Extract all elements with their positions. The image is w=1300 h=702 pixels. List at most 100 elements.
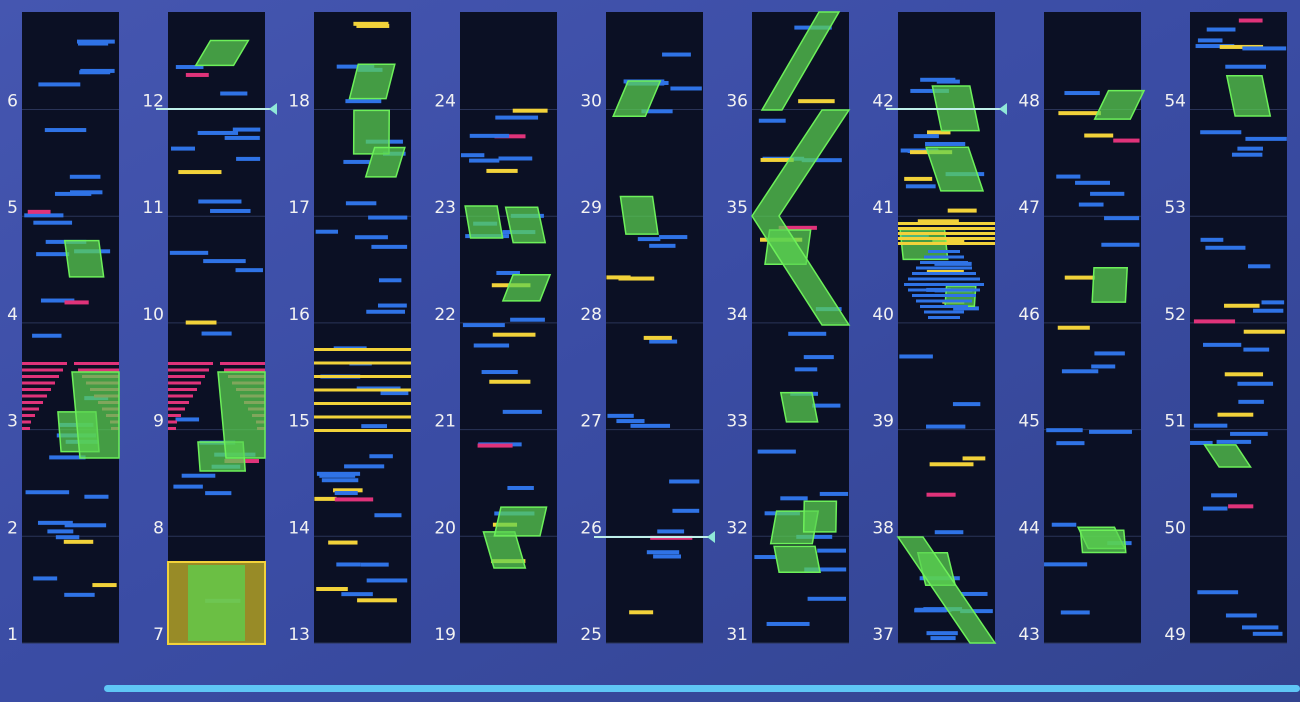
measure-number: 14 (288, 518, 310, 538)
note (962, 456, 986, 461)
note (22, 401, 43, 404)
note (670, 86, 702, 91)
hold-note (1091, 267, 1129, 303)
note (77, 39, 115, 44)
hold-note (464, 205, 504, 239)
note (74, 362, 119, 365)
note (616, 419, 645, 424)
note (908, 288, 980, 292)
measure-number: 15 (288, 412, 310, 432)
note (649, 339, 678, 344)
note (168, 388, 197, 391)
note (220, 91, 248, 96)
note (63, 539, 94, 544)
note (343, 159, 370, 164)
hold-note (896, 536, 997, 644)
note (947, 208, 977, 213)
note (353, 21, 389, 26)
note (912, 272, 976, 275)
measure-number: 38 (872, 518, 894, 538)
note (33, 576, 58, 581)
note (1200, 237, 1224, 242)
measure-number: 29 (580, 198, 602, 218)
note (44, 128, 87, 133)
note (22, 388, 51, 391)
note (1205, 245, 1246, 250)
note (36, 252, 70, 257)
note (1224, 372, 1264, 377)
note (917, 219, 959, 224)
note (168, 414, 181, 417)
note (64, 592, 95, 597)
note (54, 191, 92, 196)
note (462, 323, 505, 328)
note (930, 636, 956, 641)
note (168, 407, 185, 411)
note (1094, 351, 1125, 356)
measure-number: 35 (726, 198, 748, 218)
note (807, 596, 847, 601)
note (899, 354, 933, 359)
note (910, 88, 949, 93)
note (473, 343, 510, 348)
note (1238, 18, 1263, 23)
measure-number: 54 (1164, 92, 1186, 112)
measure-number: 23 (434, 198, 456, 218)
note (1225, 64, 1267, 69)
note (185, 72, 209, 77)
note (168, 375, 205, 378)
note (812, 403, 841, 408)
note (314, 388, 411, 392)
note (377, 303, 407, 308)
note (492, 332, 536, 337)
measure-number: 32 (726, 518, 748, 538)
note (926, 130, 951, 135)
measure-number: 30 (580, 92, 602, 112)
note (1044, 562, 1088, 567)
note (171, 146, 195, 151)
note (916, 266, 972, 270)
note (360, 562, 389, 567)
note (512, 108, 548, 113)
column: 13 14 15 16 17 18 (288, 12, 411, 645)
note (641, 109, 673, 114)
note (22, 414, 35, 417)
note (345, 99, 382, 104)
hold-note (217, 371, 266, 459)
note (1104, 216, 1140, 221)
note (932, 239, 965, 244)
note (92, 583, 117, 588)
note (1225, 613, 1257, 618)
note (314, 402, 411, 405)
hold-note (188, 565, 245, 641)
hold-note (612, 80, 662, 118)
note (1211, 493, 1238, 498)
note (205, 491, 232, 496)
note (819, 491, 849, 496)
hold-note (63, 239, 105, 278)
measure-number: 5 (7, 198, 18, 218)
note (1046, 428, 1083, 433)
note (1253, 308, 1284, 313)
note (316, 586, 348, 591)
column-track (168, 12, 265, 643)
note (1216, 439, 1252, 444)
measure-number: 16 (288, 305, 310, 325)
note (496, 270, 520, 275)
measure-number: 3 (7, 412, 18, 432)
note (924, 310, 964, 314)
note (498, 156, 533, 161)
note (341, 592, 373, 597)
note (201, 331, 232, 336)
note (319, 473, 356, 478)
note (371, 244, 408, 249)
play-marker (999, 103, 1007, 115)
measure-number: 28 (580, 305, 602, 325)
note (798, 99, 835, 104)
measure-number: 10 (142, 305, 164, 325)
note (1197, 38, 1223, 43)
measure-number: 20 (434, 518, 456, 538)
note (25, 490, 70, 495)
measure-number: 31 (726, 625, 748, 645)
